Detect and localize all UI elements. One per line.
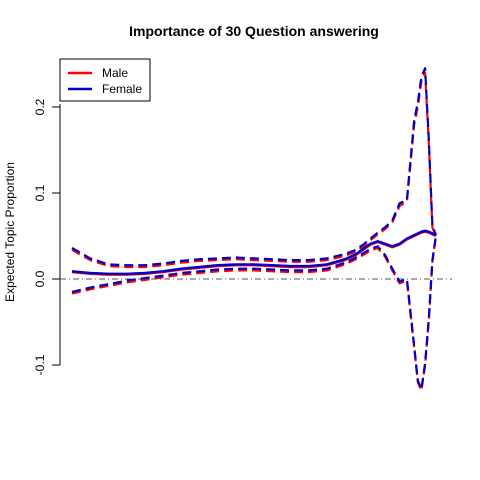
legend-male-label: Male [102, 66, 128, 80]
y-tick-label: 0.2 [33, 98, 47, 115]
y-axis: -0.1 0.0 0.1 0.2 Expected Topic Proportion [3, 98, 61, 375]
plot-area [60, 67, 452, 392]
legend-box [59, 58, 151, 102]
legend-female-label: Female [102, 82, 142, 96]
y-tick-label: -0.1 [33, 354, 47, 375]
y-ticks: -0.1 0.0 0.1 0.2 [33, 98, 60, 375]
female-lower-line [71, 234, 438, 391]
y-tick-label: 0.1 [33, 184, 47, 201]
y-tick-label: 0.0 [33, 270, 47, 287]
female-mean-line [71, 229, 437, 275]
y-axis-label: Expected Topic Proportion [3, 162, 17, 302]
chart-title: Importance of 30 Question answering [129, 23, 379, 39]
male-upper-line [71, 71, 438, 269]
legend: Male Female [59, 58, 151, 102]
series-group [71, 67, 438, 392]
